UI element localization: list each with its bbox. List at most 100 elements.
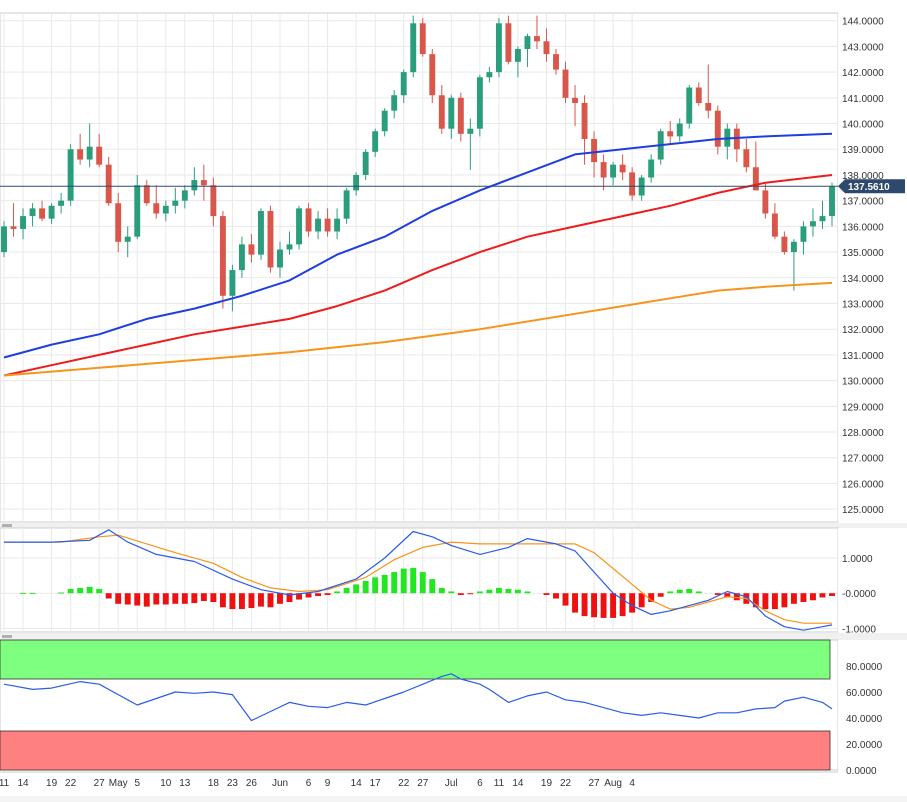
macd-separator: [0, 523, 907, 529]
candle-up: [800, 226, 807, 242]
price-tick-label: 130.0000: [842, 377, 884, 388]
macd-histogram-bar-negative: [610, 593, 617, 618]
candle-up: [372, 131, 379, 152]
price-tick-label: 133.0000: [842, 299, 884, 310]
price-tick-label: 128.0000: [842, 428, 884, 439]
x-tick-label: 11: [0, 778, 10, 789]
macd-histogram-bar-negative: [657, 593, 664, 597]
candle-down: [267, 210, 274, 268]
macd-histogram-bar-negative: [191, 593, 198, 604]
candle-down: [324, 218, 331, 232]
price-tick-label: 134.0000: [842, 274, 884, 285]
macd-histogram-bar-negative: [134, 593, 141, 606]
candle-up: [296, 208, 302, 245]
candle-up: [191, 180, 198, 191]
macd-histogram-bar-positive: [58, 592, 65, 594]
macd-histogram-bar-negative: [143, 593, 150, 607]
x-tick-label: 6: [306, 778, 312, 789]
macd-histogram-bar-negative: [467, 593, 474, 595]
price-tick-label: 135.0000: [842, 248, 884, 259]
candle-up: [676, 123, 683, 137]
macd-histogram-bar-positive: [77, 587, 84, 594]
moving-average-red: [3, 174, 833, 377]
candle-up: [20, 216, 26, 229]
macd-histogram-bar-negative: [248, 593, 255, 609]
candle-down: [105, 164, 112, 204]
macd-tick-label: -0.0000: [842, 589, 876, 600]
price-tick-label: 142.0000: [842, 68, 884, 79]
price-tick-label: 127.0000: [842, 454, 884, 465]
macd-histogram-bar-negative: [619, 593, 626, 617]
macd-histogram-bar-negative: [238, 593, 245, 610]
candle-up: [819, 216, 826, 222]
macd-histogram-bar-negative: [543, 593, 550, 595]
candle-up: [524, 36, 531, 49]
rsi-tick-label: 80.0000: [846, 662, 883, 673]
x-tick-label: 5: [134, 778, 140, 789]
candle-up: [286, 244, 293, 250]
x-axis: 11 14 19 22 27 May 5 10 13 18 23 26 Jun 6 9 14 17 22 27 Jul…: [0, 771, 907, 802]
x-tick-label: 14: [351, 778, 363, 789]
macd-histogram-bar-negative: [229, 593, 236, 610]
candle-up: [134, 185, 141, 237]
candle-down: [39, 208, 46, 219]
rsi-resize-handle: [2, 635, 12, 638]
x-tick-label: 14: [17, 778, 29, 789]
price-tick-label: 139.0000: [842, 145, 884, 156]
x-tick-label: 10: [160, 778, 172, 789]
candle-up: [238, 244, 245, 271]
macd-histogram-bar-positive: [381, 574, 388, 594]
macd-histogram-bar-negative: [648, 593, 655, 603]
macd-histogram-bar-negative: [210, 593, 217, 603]
price-panel: 125.0000 126.0000 127.0000 128.0000 129.0000…: [0, 12, 907, 523]
candle-down: [562, 69, 569, 98]
macd-histogram-bar-positive: [67, 588, 74, 594]
macd-histogram-bar-negative: [591, 593, 598, 618]
macd-panel-axis-bg: [838, 528, 907, 632]
macd-histogram-bar-positive: [410, 567, 417, 594]
candle-down: [762, 190, 769, 214]
candle-down: [429, 54, 436, 96]
candle-down: [305, 208, 312, 232]
rsi-tick-label: 40.0000: [846, 714, 883, 725]
macd-histogram-bar-negative: [829, 593, 835, 597]
macd-histogram-bar-positive: [20, 592, 26, 594]
candle-down: [600, 162, 607, 178]
macd-histogram-bar-positive: [353, 584, 360, 594]
macd-histogram-bar-positive: [486, 589, 493, 594]
candle-down: [10, 226, 17, 229]
candle-down: [629, 172, 636, 196]
price-tick-label: 132.0000: [842, 325, 884, 336]
price-tick-label: 125.0000: [842, 505, 884, 516]
candle-down: [115, 203, 122, 242]
macd-histogram-bar-negative: [219, 593, 226, 608]
candle-down: [219, 216, 226, 296]
macd-histogram-bar-negative: [752, 593, 759, 608]
price-tick-label: 141.0000: [842, 94, 884, 105]
macd-histogram-bar-positive: [438, 587, 445, 594]
candle-up: [181, 190, 188, 201]
candle-up: [610, 164, 617, 178]
rsi-tick-label: 20.0000: [846, 740, 883, 751]
candle-up: [58, 200, 65, 206]
rsi-panel: 80.0000 60.0000 40.0000 20.0000 0.0000: [0, 633, 907, 777]
candle-down: [143, 185, 150, 204]
candle-up: [343, 190, 350, 219]
macd-histogram-bar-negative: [733, 593, 740, 601]
x-tick-label: 22: [560, 778, 572, 789]
macd-histogram-bar-negative: [305, 593, 312, 598]
macd-histogram-bar-positive: [29, 592, 36, 594]
x-tick-label: 17: [370, 778, 382, 789]
x-tick-label: 13: [179, 778, 191, 789]
x-tick-label: 9: [325, 778, 331, 789]
macd-tick-label: -1.0000: [842, 624, 876, 635]
macd-histogram-bar-negative: [124, 593, 131, 605]
x-tick-label: 11: [494, 778, 505, 789]
macd-histogram-bar-positive: [686, 588, 693, 594]
x-tick-label: 4: [629, 778, 635, 789]
macd-histogram-bar-negative: [286, 593, 293, 603]
macd-histogram-bar-negative: [258, 593, 264, 607]
macd-histogram-bar-negative: [267, 593, 274, 608]
rsi-separator: [0, 633, 907, 640]
macd-panel-frame: [0, 527, 839, 633]
